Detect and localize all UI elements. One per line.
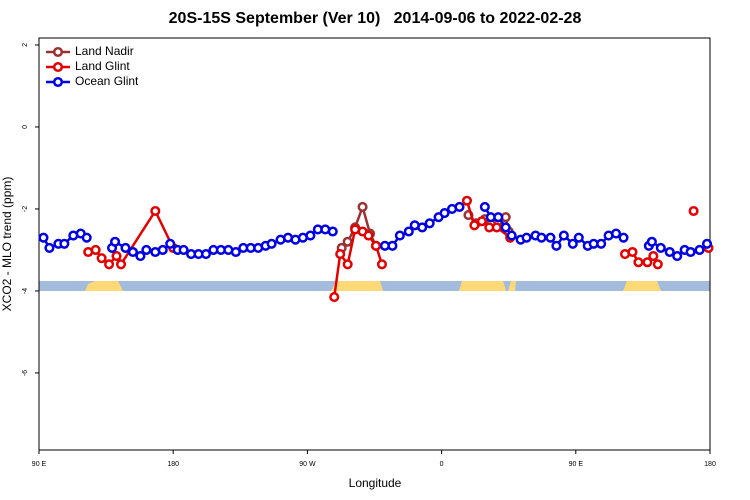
- data-point: [342, 259, 353, 270]
- surface-strip: [39, 281, 710, 291]
- data-point: [403, 226, 414, 237]
- data-point: [655, 242, 666, 253]
- data-point: [305, 230, 316, 241]
- legend-marker: [52, 61, 64, 73]
- data-point: [688, 205, 699, 217]
- y-axis-label: XCO2 - MLO trend (ppm): [0, 177, 14, 312]
- data-point: [521, 232, 532, 243]
- y-tick-label: 0: [22, 125, 29, 129]
- legend-label: Land Glint: [75, 59, 130, 73]
- data-point: [493, 212, 504, 223]
- data-point: [648, 251, 659, 262]
- x-axis-label: Longitude: [349, 476, 402, 490]
- data-point: [551, 240, 562, 251]
- data-point: [479, 201, 490, 212]
- data-point: [327, 226, 338, 237]
- data-point: [376, 259, 388, 270]
- data-point: [157, 244, 168, 255]
- data-point: [90, 244, 101, 255]
- data-point: [394, 230, 405, 241]
- data-point: [545, 232, 556, 243]
- data-point: [230, 246, 241, 258]
- data-point: [491, 222, 502, 233]
- data-point: [646, 236, 657, 247]
- land-strip: [459, 281, 516, 291]
- data-point: [104, 259, 115, 270]
- data-point: [44, 242, 55, 253]
- data-point: [150, 205, 161, 217]
- data-point: [363, 230, 374, 241]
- data-point: [178, 244, 189, 255]
- data-point: [200, 248, 212, 260]
- data-point: [329, 292, 340, 303]
- data-point: [357, 201, 368, 212]
- data-point: [109, 236, 121, 247]
- legend-label: Land Nadir: [75, 44, 134, 58]
- data-point: [81, 232, 92, 243]
- data-point: [424, 218, 435, 229]
- data-point: [120, 242, 131, 253]
- data-point: [567, 238, 578, 249]
- y-tick-label: -6: [22, 370, 29, 376]
- legend-marker: [52, 46, 64, 58]
- legend-label: Ocean Glint: [75, 74, 139, 88]
- x-tick-label: 180: [704, 461, 716, 468]
- chart-title: 20S-15S September (Ver 10) 2014-09-06 to…: [169, 10, 582, 27]
- data-point: [266, 238, 277, 249]
- y-tick-label: -4: [22, 288, 29, 294]
- x-tick-label: 180: [167, 461, 179, 468]
- data-point: [115, 259, 127, 270]
- data-point: [506, 230, 517, 241]
- data-point: [38, 232, 49, 243]
- data-point: [96, 253, 107, 264]
- data-point: [454, 201, 465, 212]
- data-point: [536, 232, 547, 243]
- data-point: [461, 195, 472, 206]
- data-point: [439, 207, 450, 219]
- data-point: [370, 240, 382, 251]
- data-point: [664, 246, 675, 258]
- data-point: [135, 251, 146, 262]
- data-point: [59, 238, 70, 249]
- legend-marker: [52, 76, 64, 88]
- data-point: [618, 232, 629, 243]
- data-point: [417, 222, 428, 233]
- data-point: [165, 238, 176, 249]
- land-strip: [85, 281, 123, 291]
- land-strip: [623, 281, 661, 291]
- data-point: [685, 246, 696, 258]
- data-point: [500, 222, 511, 233]
- data-point: [672, 251, 683, 262]
- data-point: [469, 220, 480, 231]
- data-point: [652, 259, 663, 270]
- data-point: [476, 216, 487, 227]
- data-point: [627, 246, 638, 258]
- data-point: [611, 228, 622, 239]
- x-tick-label: 90 E: [32, 461, 47, 468]
- x-tick-label: 90 E: [569, 461, 584, 468]
- data-point: [558, 230, 569, 241]
- data-point: [642, 257, 653, 268]
- data-point: [127, 246, 138, 258]
- y-tick-label: -2: [22, 206, 29, 212]
- data-point: [573, 232, 584, 243]
- data-point: [694, 244, 705, 255]
- data-point: [633, 257, 644, 268]
- data-point: [342, 236, 353, 247]
- data-point: [701, 238, 713, 249]
- data-point: [335, 248, 346, 260]
- data-point: [387, 240, 398, 251]
- x-tick-label: 90 W: [299, 461, 316, 468]
- data-point: [111, 251, 122, 262]
- x-tick-label: 0: [440, 461, 444, 468]
- data-point: [141, 244, 152, 255]
- land-strip: [331, 281, 383, 291]
- data-point: [596, 238, 607, 249]
- y-tick-label: 2: [22, 43, 29, 47]
